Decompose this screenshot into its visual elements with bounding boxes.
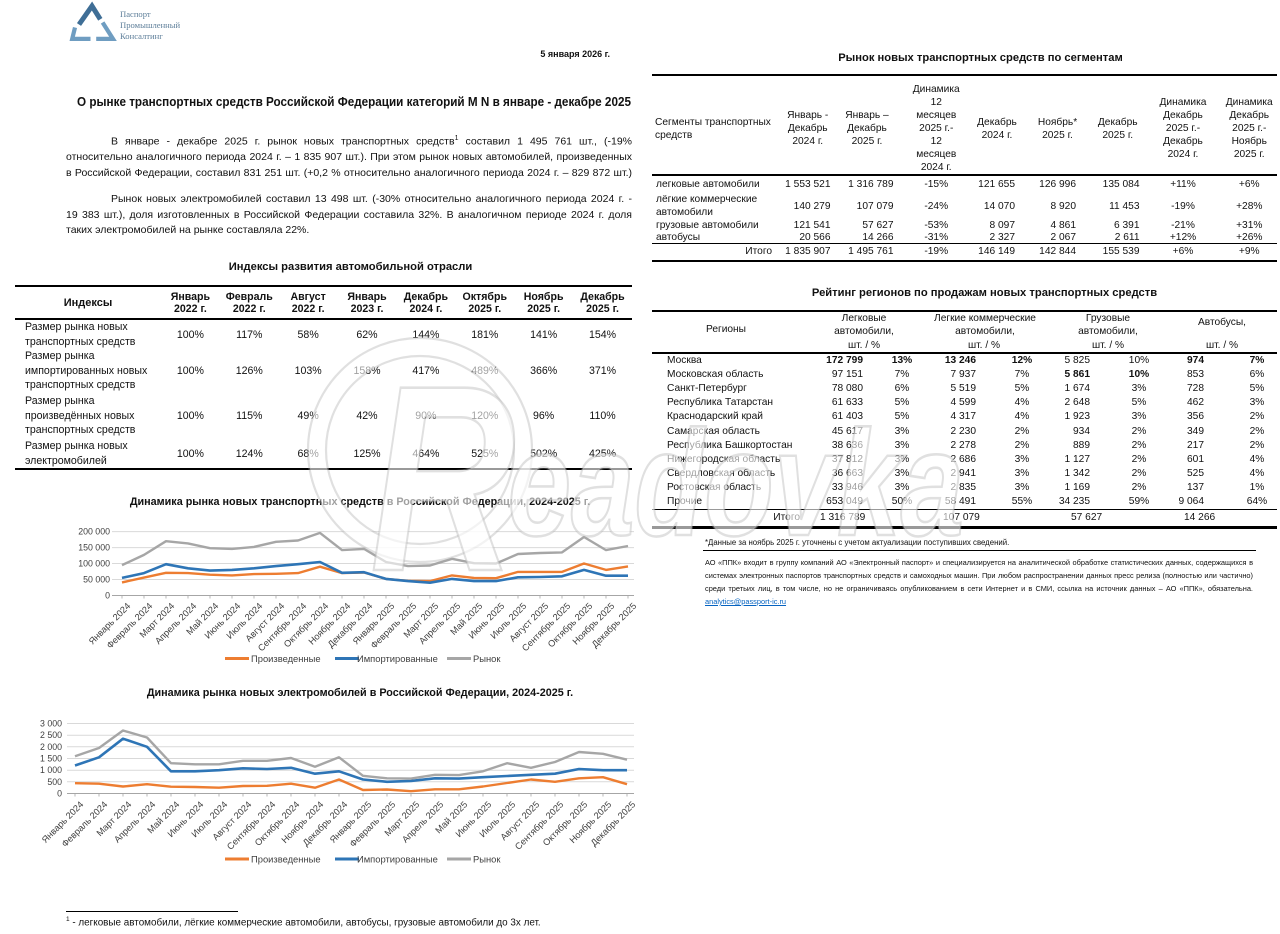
svg-text:Октябрь 2024: Октябрь 2024 bbox=[253, 799, 302, 848]
svg-text:200 000: 200 000 bbox=[78, 527, 110, 537]
svg-text:1 000: 1 000 bbox=[40, 765, 62, 775]
svg-text:Сентябрь 2025: Сентябрь 2025 bbox=[520, 601, 572, 653]
svg-text:2 500: 2 500 bbox=[40, 730, 62, 740]
svg-text:Август 2025: Август 2025 bbox=[499, 799, 542, 842]
svg-text:Ноябрь 2025: Ноябрь 2025 bbox=[568, 799, 614, 845]
svg-text:Апрель 2024: Апрель 2024 bbox=[112, 799, 157, 844]
svg-text:Январь 2025: Январь 2025 bbox=[328, 799, 374, 845]
svg-text:Апрель 2025: Апрель 2025 bbox=[400, 799, 445, 844]
svg-text:100 000: 100 000 bbox=[78, 559, 110, 569]
svg-text:Февраль 2024: Февраль 2024 bbox=[60, 799, 110, 849]
svg-text:Май 2025: Май 2025 bbox=[433, 799, 469, 835]
svg-text:Март 2025: Март 2025 bbox=[383, 799, 422, 838]
svg-text:Произведенные: Произведенные bbox=[251, 653, 321, 664]
svg-text:Ноябрь 2025: Ноябрь 2025 bbox=[571, 601, 617, 647]
svg-text:Август 2025: Август 2025 bbox=[508, 601, 551, 644]
svg-text:Декабрь 2024: Декабрь 2024 bbox=[326, 601, 375, 650]
svg-text:Апрель 2024: Апрель 2024 bbox=[153, 601, 198, 646]
svg-text:Импортированные: Импортированные bbox=[357, 653, 438, 664]
svg-text:Февраль 2025: Февраль 2025 bbox=[348, 799, 398, 849]
svg-text:Сентябрь 2025: Сентябрь 2025 bbox=[513, 799, 565, 851]
svg-text:Рынок: Рынок bbox=[473, 653, 501, 664]
svg-text:0: 0 bbox=[105, 591, 110, 601]
svg-text:Июль 2025: Июль 2025 bbox=[489, 601, 529, 641]
svg-text:Январь 2025: Январь 2025 bbox=[351, 601, 397, 647]
svg-text:Май 2024: Май 2024 bbox=[184, 601, 220, 637]
svg-text:500: 500 bbox=[47, 777, 62, 787]
svg-text:Рынок: Рынок bbox=[473, 853, 501, 864]
svg-text:Июнь 2025: Июнь 2025 bbox=[454, 799, 494, 839]
svg-text:Август 2024: Август 2024 bbox=[211, 799, 254, 842]
svg-text:Июль 2025: Июль 2025 bbox=[478, 799, 518, 839]
svg-text:Март 2024: Март 2024 bbox=[138, 601, 177, 640]
svg-text:3 000: 3 000 bbox=[40, 719, 62, 729]
svg-text:Март 2025: Март 2025 bbox=[402, 601, 441, 640]
svg-text:Июль 2024: Июль 2024 bbox=[190, 799, 230, 839]
svg-text:Октябрь 2025: Октябрь 2025 bbox=[541, 799, 590, 848]
svg-text:150 000: 150 000 bbox=[78, 543, 110, 553]
svg-text:Импортированные: Импортированные bbox=[357, 853, 438, 864]
svg-text:Май 2024: Май 2024 bbox=[145, 799, 181, 835]
svg-text:Июнь 2024: Июнь 2024 bbox=[203, 601, 243, 641]
svg-text:2 000: 2 000 bbox=[40, 742, 62, 752]
svg-text:Июль 2024: Июль 2024 bbox=[225, 601, 265, 641]
svg-text:50 000: 50 000 bbox=[83, 575, 110, 585]
svg-text:Ноябрь 2024: Ноябрь 2024 bbox=[307, 601, 353, 647]
svg-text:Ноябрь 2024: Ноябрь 2024 bbox=[280, 799, 326, 845]
svg-text:Февраль 2025: Февраль 2025 bbox=[369, 601, 419, 651]
svg-text:Сентябрь 2024: Сентябрь 2024 bbox=[225, 799, 277, 851]
svg-text:Август 2024: Август 2024 bbox=[244, 601, 287, 644]
svg-text:Декабрь 2024: Декабрь 2024 bbox=[301, 799, 350, 848]
svg-text:Март 2024: Март 2024 bbox=[95, 799, 134, 838]
svg-text:Май 2025: Май 2025 bbox=[448, 601, 484, 637]
svg-text:Декабрь 2025: Декабрь 2025 bbox=[590, 601, 639, 650]
svg-text:Сентябрь 2024: Сентябрь 2024 bbox=[256, 601, 308, 653]
svg-text:Июнь 2025: Июнь 2025 bbox=[467, 601, 507, 641]
svg-text:Октябрь 2024: Октябрь 2024 bbox=[282, 601, 331, 650]
svg-text:Июнь 2024: Июнь 2024 bbox=[166, 799, 206, 839]
svg-text:Октябрь 2025: Октябрь 2025 bbox=[546, 601, 595, 650]
svg-text:Апрель 2025: Апрель 2025 bbox=[417, 601, 462, 646]
svg-text:Произведенные: Произведенные bbox=[251, 853, 321, 864]
svg-text:Февраль 2024: Февраль 2024 bbox=[105, 601, 155, 651]
svg-text:1 500: 1 500 bbox=[40, 754, 62, 764]
svg-text:Декабрь 2025: Декабрь 2025 bbox=[589, 799, 638, 848]
svg-text:Январь 2024: Январь 2024 bbox=[87, 601, 133, 647]
svg-text:0: 0 bbox=[57, 789, 62, 799]
svg-text:Январь 2024: Январь 2024 bbox=[40, 799, 86, 845]
